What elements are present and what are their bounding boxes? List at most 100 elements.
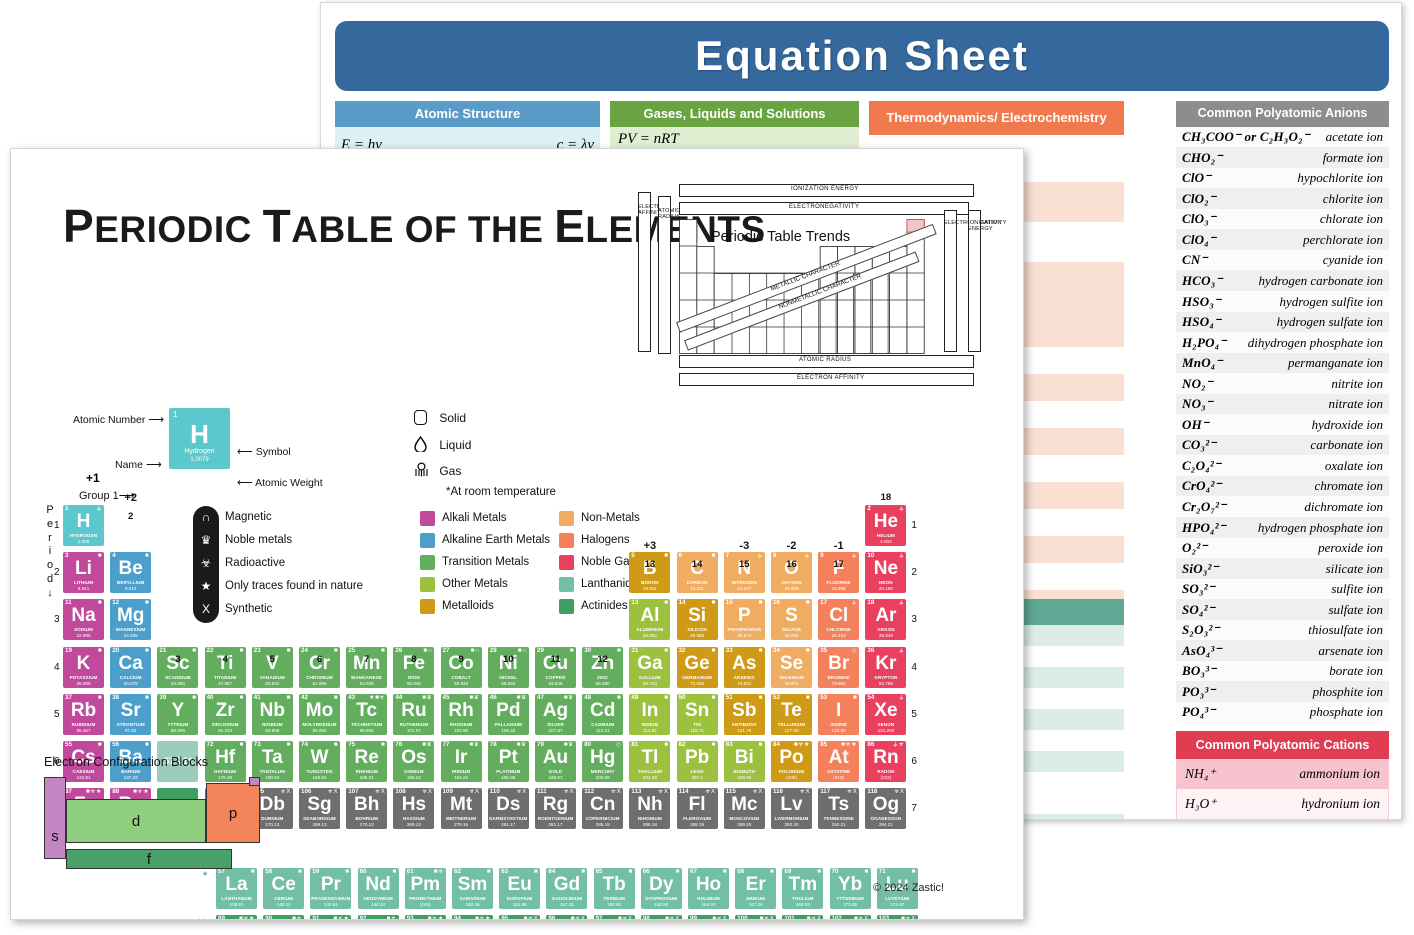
- element-cell-te[interactable]: 52 ■ Te TELLURIUM 127.60: [771, 693, 812, 735]
- element-cell-cf[interactable]: 98■☣XCfCALIFORNIUM251.08: [640, 915, 682, 919]
- element-cell-gd[interactable]: 64 ■ Gd GADOLINIUM 157.25: [546, 868, 588, 909]
- element-cell-se[interactable]: 34 ■ Se SELENIUM 78.971: [771, 646, 812, 688]
- element-cell-er[interactable]: 68 ■ Er ERBIUM 167.26: [735, 868, 777, 909]
- element-cell-ne[interactable]: 10 ⚶ Ne NEON 20.180: [865, 552, 907, 594]
- element-range-placeholder[interactable]: 57-71*: [157, 741, 199, 782]
- element-cell-ni[interactable]: 28 ■∩ Ni NICKEL 58.693: [487, 646, 529, 688]
- element-cell-cm[interactable]: 96■☣XCmCURIUM247.07: [546, 915, 588, 919]
- element-cell-eu[interactable]: 63 ■ Eu EUROPIUM 151.96: [499, 868, 541, 909]
- element-cell-fl[interactable]: 114 ☣X Fl FLEROVIUM 289.19: [676, 788, 718, 830]
- element-cell-mg[interactable]: 12 ■ Mg MAGNESIUM 24.305: [110, 599, 152, 641]
- element-cell-at[interactable]: 85 ■☣★ At ASTATINE (210): [818, 741, 860, 782]
- element-cell-rh[interactable]: 45 ■♛ Rh RHODIUM 102.90: [440, 693, 482, 735]
- element-cell-yb[interactable]: 70 ■ Yb YTTERBIUM 173.05: [829, 868, 871, 909]
- element-cell-ge[interactable]: 32 ■ Ge GERMANIUM 72.630: [676, 646, 718, 688]
- element-cell-p[interactable]: 15 ■ P PHOSPHORUS 30.974: [723, 599, 765, 641]
- element-cell-rg[interactable]: 111 ☣X Rg ROENTGENIUM 281.17: [535, 788, 576, 830]
- element-cell-as[interactable]: 33 ■ As ARSENIC 74.922: [723, 646, 765, 688]
- element-cell-rb[interactable]: 37 ■ Rb RUBIDIUM 85.467: [63, 693, 104, 735]
- element-cell-xe[interactable]: 54 ⚶ Xe XENON 131.293: [865, 693, 907, 735]
- element-cell-os[interactable]: 76 ■♛ Os OSMIUM 190.23: [393, 741, 435, 782]
- element-cell-lr[interactable]: 103■☣XLrLAWRENCIUM262.11: [876, 915, 918, 919]
- element-cell-sg[interactable]: 106 ☣X Sg SEABORGIUM 269.13: [299, 788, 340, 830]
- element-cell-nh[interactable]: 113 ☣X Nh NIHONIUM 286.18: [629, 788, 671, 830]
- element-cell-k[interactable]: 19 ■ K POTASSIUM 39.098: [63, 646, 104, 688]
- element-cell-ce[interactable]: 58 ■ Ce CERIUM 140.12: [263, 868, 305, 909]
- element-cell-fe[interactable]: 26 ■∩ Fe IRON 55.845: [393, 646, 435, 688]
- element-cell-y[interactable]: 39 ■ Y YTTRIUM 88.906: [157, 693, 199, 735]
- element-cell-no[interactable]: 102■☣XNoNOBELIUM259.10: [829, 915, 871, 919]
- element-cell-tl[interactable]: 81 ■ Tl THALLIUM 204.38: [629, 741, 671, 782]
- element-cell-mt[interactable]: 109 ☣X Mt MEITNERIUM 278.16: [440, 788, 482, 830]
- element-cell-ga[interactable]: 31 ■ Ga GALLIUM 69.723: [629, 646, 671, 688]
- element-cell-sc[interactable]: 21 ■ Sc SCANDIUM 44.956: [157, 646, 199, 688]
- element-cell-hf[interactable]: 72 ■ Hf HAFNIUM 178.49: [204, 741, 246, 782]
- element-cell-pd[interactable]: 46 ■♛ Pd PALLADIUM 106.42: [487, 693, 529, 735]
- element-cell-n[interactable]: 7 ⚶ N NITROGEN 14.007: [723, 552, 765, 594]
- element-cell-ti[interactable]: 22 ■ Ti TITANIUM 47.867: [204, 646, 246, 688]
- element-cell-na[interactable]: 11 ■ Na SODIUM 22.990: [63, 599, 104, 641]
- element-cell-lu[interactable]: 71 ■ Lu LUTETIUM 174.97: [876, 868, 918, 909]
- element-cell-ru[interactable]: 44 ■♛ Ru RUTHENIUM 101.07: [393, 693, 435, 735]
- element-cell-ca[interactable]: 20 ■ Ca CALCIUM 40.078: [110, 646, 152, 688]
- element-cell-pu[interactable]: 94■☣★PuPLUTONIUM244.06: [452, 915, 493, 919]
- element-cell-cs[interactable]: 55 ■ Cs CAESIUM 132.91: [63, 741, 104, 782]
- element-cell-la[interactable]: 57 ■ La LANTHANUM 138.91: [216, 868, 257, 909]
- element-cell-sb[interactable]: 51 ■ Sb ANTIMONY 121.76: [723, 693, 765, 735]
- element-cell-tm[interactable]: 69 ■ Tm THULIUM 168.93: [782, 868, 824, 909]
- element-cell-i[interactable]: 53 ■ I IODINE 126.90: [818, 693, 860, 735]
- element-cell-w[interactable]: 74 ■ W TUNGSTEN 183.84: [299, 741, 340, 782]
- element-cell-ts[interactable]: 117 ☣X Ts TENNESSINE 293.21: [818, 788, 860, 830]
- element-cell-am[interactable]: 95■☣XAmAMERICIUM243.06: [499, 915, 541, 919]
- element-cell-cd[interactable]: 48 ■ Cd CADMIUM 112.41: [582, 693, 624, 735]
- element-cell-nd[interactable]: 60 ■ Nd NEODYMIUM 144.24: [357, 868, 399, 909]
- element-cell-b[interactable]: 5 ■ B BORON 10.811: [629, 552, 671, 594]
- element-cell-in[interactable]: 49 ■ In INDIUM 114.82: [629, 693, 671, 735]
- element-cell-h[interactable]: 1 ⚶ H HYDROGEN 1.008: [63, 505, 104, 546]
- element-cell-v[interactable]: 23 ■ V VANADIUM 50.942: [251, 646, 293, 688]
- element-cell-zr[interactable]: 40 ■ Zr ZIRCONIUM 91.224: [204, 693, 246, 735]
- element-cell-s[interactable]: 16 ■ S SULFUR 32.066: [771, 599, 812, 641]
- element-cell-hg[interactable]: 80 ◇ Hg MERCURY 200.59: [582, 741, 624, 782]
- element-cell-li[interactable]: 3 ■ Li LITHIUM 6.941: [63, 552, 104, 594]
- element-cell-np[interactable]: 93■☣★NpNEPTUNIUM237.05: [404, 915, 446, 919]
- element-cell-ta[interactable]: 73 ■ Ta TANTALUM 180.94: [251, 741, 293, 782]
- element-cell-lv[interactable]: 116 ☣X Lv LIVERMORIUM 293.20: [771, 788, 812, 830]
- element-cell-fm[interactable]: 100■☣XFmFERMIUM257.10: [735, 915, 777, 919]
- element-cell-dy[interactable]: 66 ■ Dy DYSPROSIUM 162.50: [640, 868, 682, 909]
- element-cell-ac[interactable]: 89■☣★AcACTINIUM(227): [216, 915, 257, 919]
- element-cell-cr[interactable]: 24 ■ Cr CHROMIUM 51.996: [299, 646, 340, 688]
- element-cell-pr[interactable]: 59 ■ Pr PRASEODYMIUM 140.91: [310, 868, 352, 909]
- element-cell-pb[interactable]: 82 ■ Pb LEAD 207.2: [676, 741, 718, 782]
- element-cell-mn[interactable]: 25 ■ Mn MANGANESE 54.938: [346, 646, 388, 688]
- element-cell-he[interactable]: 2 ⚶ He HELIUM 4.003: [865, 505, 907, 546]
- element-cell-sn[interactable]: 50 ■ Sn TIN 118.71: [676, 693, 718, 735]
- element-cell-pt[interactable]: 78 ■♛ Pt PLATINUM 195.08: [487, 741, 529, 782]
- element-cell-al[interactable]: 13 ■ Al ALUMINIUM 26.982: [629, 599, 671, 641]
- element-cell-u[interactable]: 92■☣UURANIUM238.03: [357, 915, 399, 919]
- element-cell-si[interactable]: 14 ■ Si SILICON 28.085: [676, 599, 718, 641]
- element-cell-tb[interactable]: 65 ■ Tb TERBIUM 158.92: [593, 868, 635, 909]
- element-cell-sr[interactable]: 38 ■ Sr STRONTIUM 87.62: [110, 693, 152, 735]
- element-cell-ho[interactable]: 67 ■ Ho HOLMIUM 164.93: [688, 868, 729, 909]
- element-cell-br[interactable]: 35 ◇ Br BROMINE 79.904: [818, 646, 860, 688]
- element-cell-ag[interactable]: 47 ■♛ Ag SILVER 107.87: [535, 693, 576, 735]
- element-cell-kr[interactable]: 36 ⚶ Kr KRYPTON 83.798: [865, 646, 907, 688]
- element-cell-f[interactable]: 9 ⚶ F FLUORINE 18.998: [818, 552, 860, 594]
- element-cell-md[interactable]: 101■☣XMdMENDELEVIUM258.10: [782, 915, 824, 919]
- element-cell-es[interactable]: 99■☣XEsEINSTEINIUM252.08: [688, 915, 729, 919]
- element-cell-pm[interactable]: 61 ■☣ Pm PROMETHIUM (145): [404, 868, 446, 909]
- element-cell-ar[interactable]: 18 ⚶ Ar ARGON 39.948: [865, 599, 907, 641]
- element-cell-re[interactable]: 75 ■ Re RHENIUM 186.21: [346, 741, 388, 782]
- element-cell-c[interactable]: 6 ■ C CARBON 12.011: [676, 552, 718, 594]
- element-cell-bh[interactable]: 107 ☣X Bh BOHRIUM 270.13: [346, 788, 388, 830]
- element-cell-zn[interactable]: 30 ■ Zn ZINC 65.380: [582, 646, 624, 688]
- element-cell-sm[interactable]: 62 ■ Sm SAMARIUM 150.36: [452, 868, 493, 909]
- element-cell-ds[interactable]: 110 ☣X Ds DARMSTADTIUM 281.17: [487, 788, 529, 830]
- element-cell-po[interactable]: 84 ■☣★ Po POLONIUM (209): [771, 741, 812, 782]
- element-cell-nb[interactable]: 41 ■ Nb NIOBIUM 92.906: [251, 693, 293, 735]
- element-cell-hs[interactable]: 108 ☣X Hs HASSIUM 269.13: [393, 788, 435, 830]
- element-cell-au[interactable]: 79 ■♛ Au GOLD 196.97: [535, 741, 576, 782]
- element-cell-bk[interactable]: 97■☣XBkBERKELIUM247.07: [593, 915, 635, 919]
- element-cell-ir[interactable]: 77 ■♛ Ir IRIDIUM 192.22: [440, 741, 482, 782]
